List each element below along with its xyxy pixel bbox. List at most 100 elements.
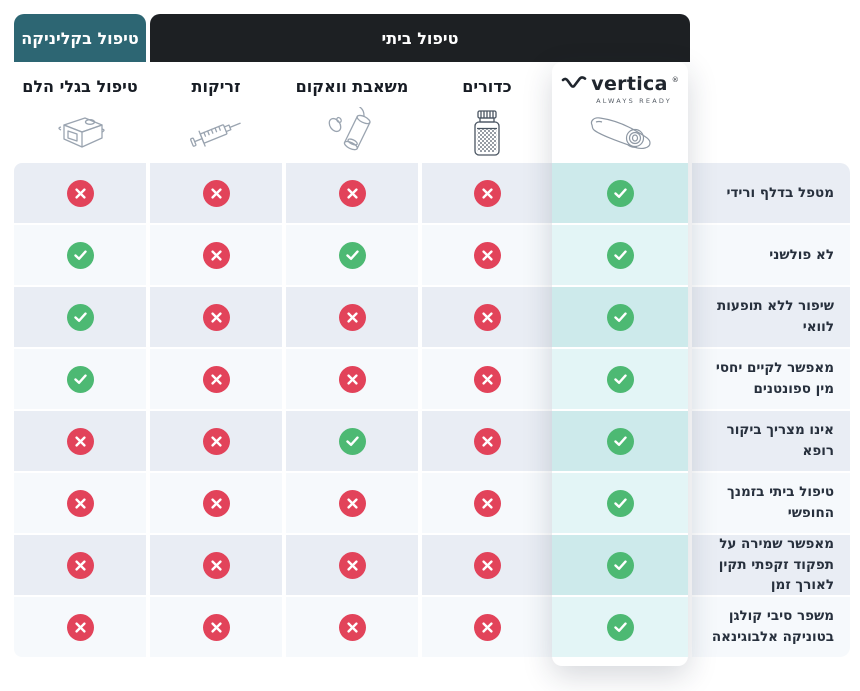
table-cell-shockwave [14, 535, 146, 595]
cross-icon [74, 559, 86, 571]
status-no-badge [66, 489, 94, 517]
cross-icon [210, 559, 222, 571]
status-no-badge [473, 427, 501, 455]
status-yes-badge [66, 241, 94, 269]
table-cell-vacuum [286, 535, 418, 595]
cross-icon [210, 497, 222, 509]
status-no-badge [338, 551, 366, 579]
feature-row-label: אינו מצריך ביקור רופא [692, 411, 850, 471]
status-yes-badge [606, 613, 634, 641]
syringe-icon [185, 102, 247, 163]
status-no-badge [202, 241, 230, 269]
status-yes-badge [606, 179, 634, 207]
cross-icon [74, 187, 86, 199]
vertica-logo: vertica ® ALWAYS READY [552, 62, 688, 163]
table-cell-vertica [552, 225, 688, 285]
status-yes-badge [66, 303, 94, 331]
feature-label-text: מאפשר שמירה על תפקוד זקפתי תקין לאורך זמ… [718, 535, 834, 594]
status-no-badge [473, 613, 501, 641]
table-cell-vacuum [286, 163, 418, 223]
table-cell-pills [422, 535, 552, 595]
feature-row-label: מאפשר לקיים יחסי מין ספונטנים [692, 349, 850, 409]
check-icon [613, 373, 627, 385]
table-cell-injections [150, 535, 282, 595]
status-no-badge [338, 489, 366, 517]
table-cell-pills [422, 349, 552, 409]
cross-icon [346, 621, 358, 633]
table-cell-shockwave [14, 163, 146, 223]
cross-icon [481, 559, 493, 571]
status-yes-badge [338, 241, 366, 269]
table-cell-vertica [552, 535, 688, 595]
table-cell-vacuum [286, 225, 418, 285]
check-icon [73, 311, 87, 323]
table-cell-vacuum [286, 473, 418, 533]
status-no-badge [473, 179, 501, 207]
table-cell-injections [150, 349, 282, 409]
check-icon [613, 497, 627, 509]
cross-icon [210, 373, 222, 385]
cross-icon [481, 249, 493, 261]
cross-icon [481, 187, 493, 199]
table-cell-shockwave [14, 287, 146, 347]
table-cell-shockwave [14, 597, 146, 657]
table-cell-pills [422, 163, 552, 223]
status-yes-badge [606, 303, 634, 331]
status-no-badge [202, 427, 230, 455]
cross-icon [74, 435, 86, 447]
table-cell-vacuum [286, 349, 418, 409]
status-no-badge [66, 551, 94, 579]
feature-row-label: לא פולשני [692, 225, 850, 285]
feature-label-text: מטפל בדלף ורידי [726, 184, 834, 201]
tab-clinic-label: טיפול בקליניקה [21, 28, 139, 48]
tab-clinic-treatment[interactable]: טיפול בקליניקה [14, 14, 146, 62]
check-icon [613, 311, 627, 323]
column-label-injections: זריקות [191, 77, 241, 96]
check-icon [73, 373, 87, 385]
cross-icon [481, 311, 493, 323]
table-cell-vertica [552, 349, 688, 409]
vertica-column-card: vertica ® ALWAYS READY [552, 62, 688, 666]
feature-label-text: טיפול ביתי בזמנך החופשי [727, 484, 834, 521]
status-no-badge [66, 179, 94, 207]
cross-icon [346, 373, 358, 385]
vacuum-pump-icon [323, 102, 381, 163]
feature-label-text: שיפור ללא תופעות לוואי [717, 298, 834, 335]
check-icon [345, 249, 359, 261]
status-yes-badge [606, 365, 634, 393]
tab-home-treatment[interactable]: טיפול ביתי [150, 14, 690, 62]
table-cell-pills [422, 225, 552, 285]
cross-icon [210, 435, 222, 447]
table-cell-shockwave [14, 225, 146, 285]
brand-tagline: ALWAYS READY [596, 97, 672, 105]
table-cell-vertica [552, 163, 688, 223]
table-cell-shockwave [14, 349, 146, 409]
check-icon [613, 621, 627, 633]
table-cell-injections [150, 163, 282, 223]
table-cell-shockwave [14, 473, 146, 533]
status-yes-badge [338, 427, 366, 455]
cross-icon [346, 497, 358, 509]
table-cell-injections [150, 597, 282, 657]
table-cell-injections [150, 473, 282, 533]
feature-row-label: שיפור ללא תופעות לוואי [692, 287, 850, 347]
cross-icon [210, 249, 222, 261]
status-yes-badge [606, 241, 634, 269]
status-no-badge [473, 489, 501, 517]
table-cell-vertica [552, 473, 688, 533]
table-cell-vacuum [286, 411, 418, 471]
column-label-vacuum: משאבת וואקום [295, 77, 409, 96]
table-cell-vertica [552, 411, 688, 471]
table-cell-pills [422, 287, 552, 347]
column-header-injections: זריקות [150, 62, 282, 163]
column-header-vacuum: משאבת וואקום [286, 62, 418, 163]
status-no-badge [202, 179, 230, 207]
cross-icon [74, 497, 86, 509]
table-cell-vertica [552, 597, 688, 657]
tab-home-label: טיפול ביתי [381, 28, 459, 48]
cross-icon [74, 621, 86, 633]
status-yes-badge [606, 427, 634, 455]
cross-icon [346, 187, 358, 199]
status-no-badge [473, 241, 501, 269]
feature-label-text: לא פולשני [769, 246, 834, 263]
